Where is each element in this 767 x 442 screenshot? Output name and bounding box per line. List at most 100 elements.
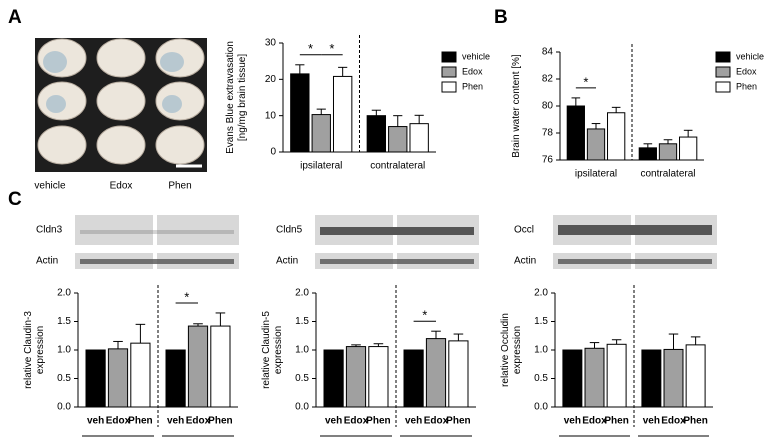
significance-label: *: [583, 74, 588, 89]
bar: [685, 344, 706, 408]
bar: [290, 73, 310, 153]
bar: [403, 349, 424, 408]
bar: [606, 343, 627, 408]
legend-label: vehicle: [736, 51, 764, 61]
y-tick-label: 76: [542, 155, 554, 166]
bar: [165, 349, 186, 408]
y-tick-label: 0.5: [57, 373, 71, 384]
bar: [663, 348, 684, 408]
y-axis-title-line: [ng/mg brain tissue]: [237, 54, 248, 141]
significance-label: *: [184, 289, 189, 304]
bar: [562, 349, 583, 408]
bar: [366, 115, 387, 153]
bar: [210, 325, 231, 408]
y-tick-label: 1.5: [295, 316, 309, 327]
x-tick-label: veh: [564, 416, 581, 427]
y-axis-title: relative Claudin-3expression: [23, 311, 46, 389]
x-tick-label: Phen: [208, 416, 232, 427]
y-tick-label: 1.5: [534, 316, 548, 327]
y-axis-title-line: Brain water content [%]: [511, 54, 522, 158]
bar: [586, 128, 606, 161]
y-tick-label: 10: [265, 110, 277, 121]
bar: [566, 105, 585, 161]
x-group-label: basal ganglia: [647, 440, 700, 442]
legend-label: Phen: [462, 81, 483, 91]
y-tick-label: 0.0: [57, 402, 71, 413]
y-tick-label: 1.0: [295, 345, 309, 356]
bar: [448, 340, 469, 408]
y-axis-title: relative Occludinexpression: [500, 313, 523, 387]
y-tick-label: 1.0: [57, 345, 71, 356]
blot-label: Cldn3: [36, 225, 63, 236]
y-tick-label: 78: [542, 128, 554, 139]
significance-label: *: [422, 308, 427, 323]
bar: [409, 123, 429, 153]
x-tick-label: Edox: [344, 416, 369, 427]
legend-swatch: [715, 66, 731, 78]
x-tick-label: veh: [325, 416, 342, 427]
y-tick-label: 0.5: [295, 373, 309, 384]
y-tick-label: 0.0: [534, 402, 548, 413]
y-axis-title-line: expression: [512, 326, 523, 374]
legend-swatch: [441, 51, 457, 63]
bar: [368, 346, 389, 408]
panel-letter: B: [494, 7, 508, 28]
x-tick-label: Phen: [366, 416, 390, 427]
x-tick-label: Phen: [604, 416, 628, 427]
panel-letter: C: [8, 189, 22, 210]
bar: [388, 126, 408, 153]
bar: [130, 342, 151, 408]
brain-images: [35, 38, 207, 172]
image-label: Phen: [168, 181, 191, 192]
bar: [107, 348, 129, 408]
bar: [85, 349, 106, 408]
y-tick-label: 0.0: [295, 402, 309, 413]
bar: [345, 346, 367, 408]
bar: [311, 114, 331, 153]
legend-swatch: [715, 81, 731, 93]
x-tick-label: Edox: [424, 416, 449, 427]
blot-label: Actin: [514, 256, 536, 267]
y-tick-label: 84: [542, 47, 554, 58]
x-group-label: cortex: [344, 440, 369, 442]
y-axis-title: Evans Blue extravasation[ng/mg brain tis…: [225, 41, 248, 154]
legend-swatch: [715, 51, 731, 63]
x-group-label: basal ganglia: [409, 440, 462, 442]
y-tick-label: 1.0: [534, 345, 548, 356]
bar: [332, 75, 353, 153]
x-group-label: cortex: [106, 440, 131, 442]
y-axis-title: relative Claudin-5expression: [261, 311, 284, 389]
y-axis-title-line: expression: [273, 326, 284, 374]
x-group-label: cortex: [582, 440, 607, 442]
y-tick-label: 2.0: [57, 288, 71, 299]
x-group-label: basal ganglia: [171, 440, 224, 442]
panel-letter: A: [8, 7, 22, 28]
bar: [638, 147, 657, 161]
blot-label: Occl: [514, 225, 534, 236]
bar: [584, 347, 605, 408]
bar: [425, 338, 447, 408]
blot-label: Cldn5: [276, 225, 303, 236]
bar: [187, 325, 209, 408]
y-axis-title: Brain water content [%]: [511, 54, 522, 158]
x-group-label: ipsilateral: [575, 169, 617, 180]
x-tick-label: Edox: [582, 416, 607, 427]
legend-label: Edox: [462, 66, 483, 76]
x-tick-label: Phen: [446, 416, 470, 427]
y-axis-title-line: relative Claudin-3: [23, 311, 34, 389]
y-tick-label: 2.0: [295, 288, 309, 299]
y-tick-label: 30: [265, 38, 277, 49]
y-axis-title-line: Evans Blue extravasation: [225, 41, 236, 154]
image-label: Edox: [110, 181, 133, 192]
y-tick-label: 20: [265, 74, 277, 85]
y-tick-label: 2.0: [534, 288, 548, 299]
legend-label: Phen: [736, 81, 757, 91]
y-tick-label: 82: [542, 74, 554, 85]
significance-label: *: [308, 41, 313, 56]
blot-label: Actin: [36, 256, 58, 267]
x-tick-label: Edox: [186, 416, 211, 427]
legend-swatch: [441, 81, 457, 93]
legend-label: Edox: [736, 66, 757, 76]
x-group-label: contralateral: [370, 161, 425, 172]
